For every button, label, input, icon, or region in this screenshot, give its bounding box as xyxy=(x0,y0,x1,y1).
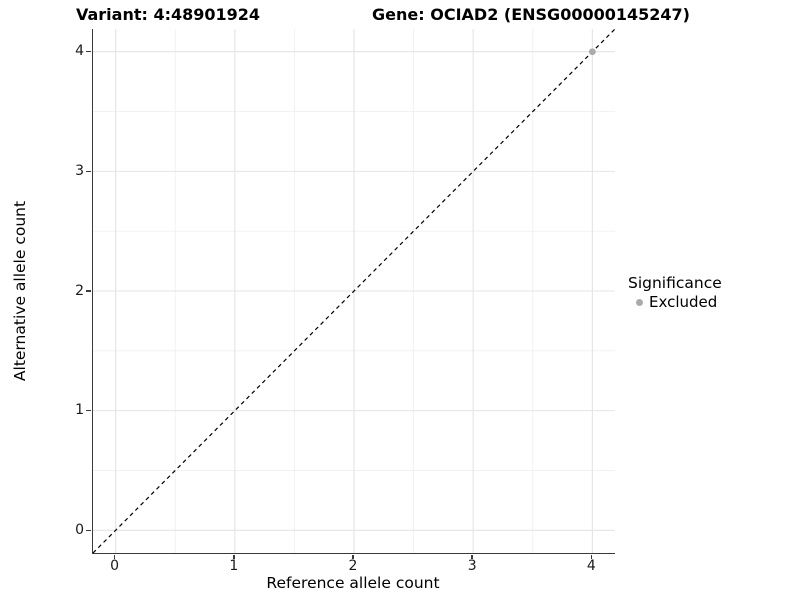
legend-key-dot-icon xyxy=(636,299,643,306)
y-tick-label: 3 xyxy=(75,162,84,179)
y-tick-mark xyxy=(86,50,91,53)
y-tick-mark xyxy=(86,409,91,412)
legend-item-excluded: Excluded xyxy=(628,294,722,311)
x-tick-mark xyxy=(113,554,116,559)
variant-title: Variant: 4:48901924 xyxy=(75,5,261,24)
x-tick-label: 2 xyxy=(348,558,358,574)
legend-item-label: Excluded xyxy=(649,293,718,311)
y-tick-label: 0 xyxy=(75,521,84,538)
x-tick-label: 1 xyxy=(229,558,239,574)
y-tick-mark xyxy=(86,529,91,532)
y-tick-label: 1 xyxy=(75,402,84,419)
x-tick-mark xyxy=(471,554,473,559)
x-tick-label: 0 xyxy=(110,558,120,574)
legend: Significance Excluded xyxy=(628,274,722,311)
y-tick-label: 2 xyxy=(75,282,84,299)
y-tick-label: 4 xyxy=(75,43,84,60)
x-tick-mark xyxy=(590,554,593,559)
gene-title: Gene: OCIAD2 (ENSG00000145247) xyxy=(372,5,690,24)
x-tick-mark xyxy=(233,554,235,559)
plot-panel xyxy=(92,29,615,554)
x-tick-mark xyxy=(352,554,354,559)
x-axis-title: Reference allele count xyxy=(266,574,440,592)
y-tick-mark xyxy=(86,290,91,292)
y-axis-title: Alternative allele count xyxy=(11,200,29,382)
identity-reference-line xyxy=(93,29,615,553)
x-tick-label: 4 xyxy=(586,558,596,574)
legend-title: Significance xyxy=(628,274,722,292)
x-tick-label: 3 xyxy=(467,558,477,574)
y-tick-mark xyxy=(86,170,91,173)
plot-panel-canvas xyxy=(93,29,615,553)
data-point-excluded xyxy=(588,48,596,56)
